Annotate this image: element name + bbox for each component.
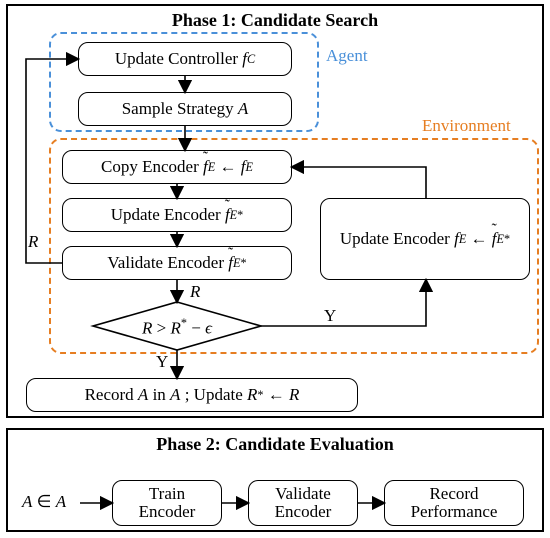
node-validate-tilde: Validate Encoder ˜fE* (62, 246, 292, 280)
node-record-performance: Record Performance (384, 480, 524, 526)
edge-label-R-left: R (28, 232, 38, 252)
node-copy-encoder: Copy Encoder ˜fE ← fE (62, 150, 292, 184)
edge-label-Y-right: Y (324, 306, 336, 326)
node-update-controller: Update Controller fC (78, 42, 292, 76)
phase2-title: Phase 2: Candidate Evaluation (8, 434, 542, 455)
phase2-input: A ∈ A (22, 492, 66, 512)
env-label: Environment (422, 116, 511, 136)
decision-text: R > R* − ϵ (126, 316, 228, 339)
node-update-tilde: Update Encoder ˜fE* (62, 198, 292, 232)
node-validate-encoder: Validate Encoder (248, 480, 358, 526)
phase1-title: Phase 1: Candidate Search (8, 10, 542, 31)
node-record: Record A in A ; Update R* ← R (26, 378, 358, 412)
node-sample-strategy: Sample Strategy A (78, 92, 292, 126)
node-update-fe: Update Encoder fE ← ˜fE* (320, 198, 530, 280)
node-train-encoder: Train Encoder (112, 480, 222, 526)
phase1-panel: Phase 1: Candidate Search Agent Environm… (6, 4, 544, 418)
agent-label: Agent (326, 46, 368, 66)
edge-label-R-down: R (190, 282, 200, 302)
edge-label-Y-down: Y (156, 352, 168, 372)
phase2-panel: Phase 2: Candidate Evaluation A ∈ A Trai… (6, 428, 544, 532)
